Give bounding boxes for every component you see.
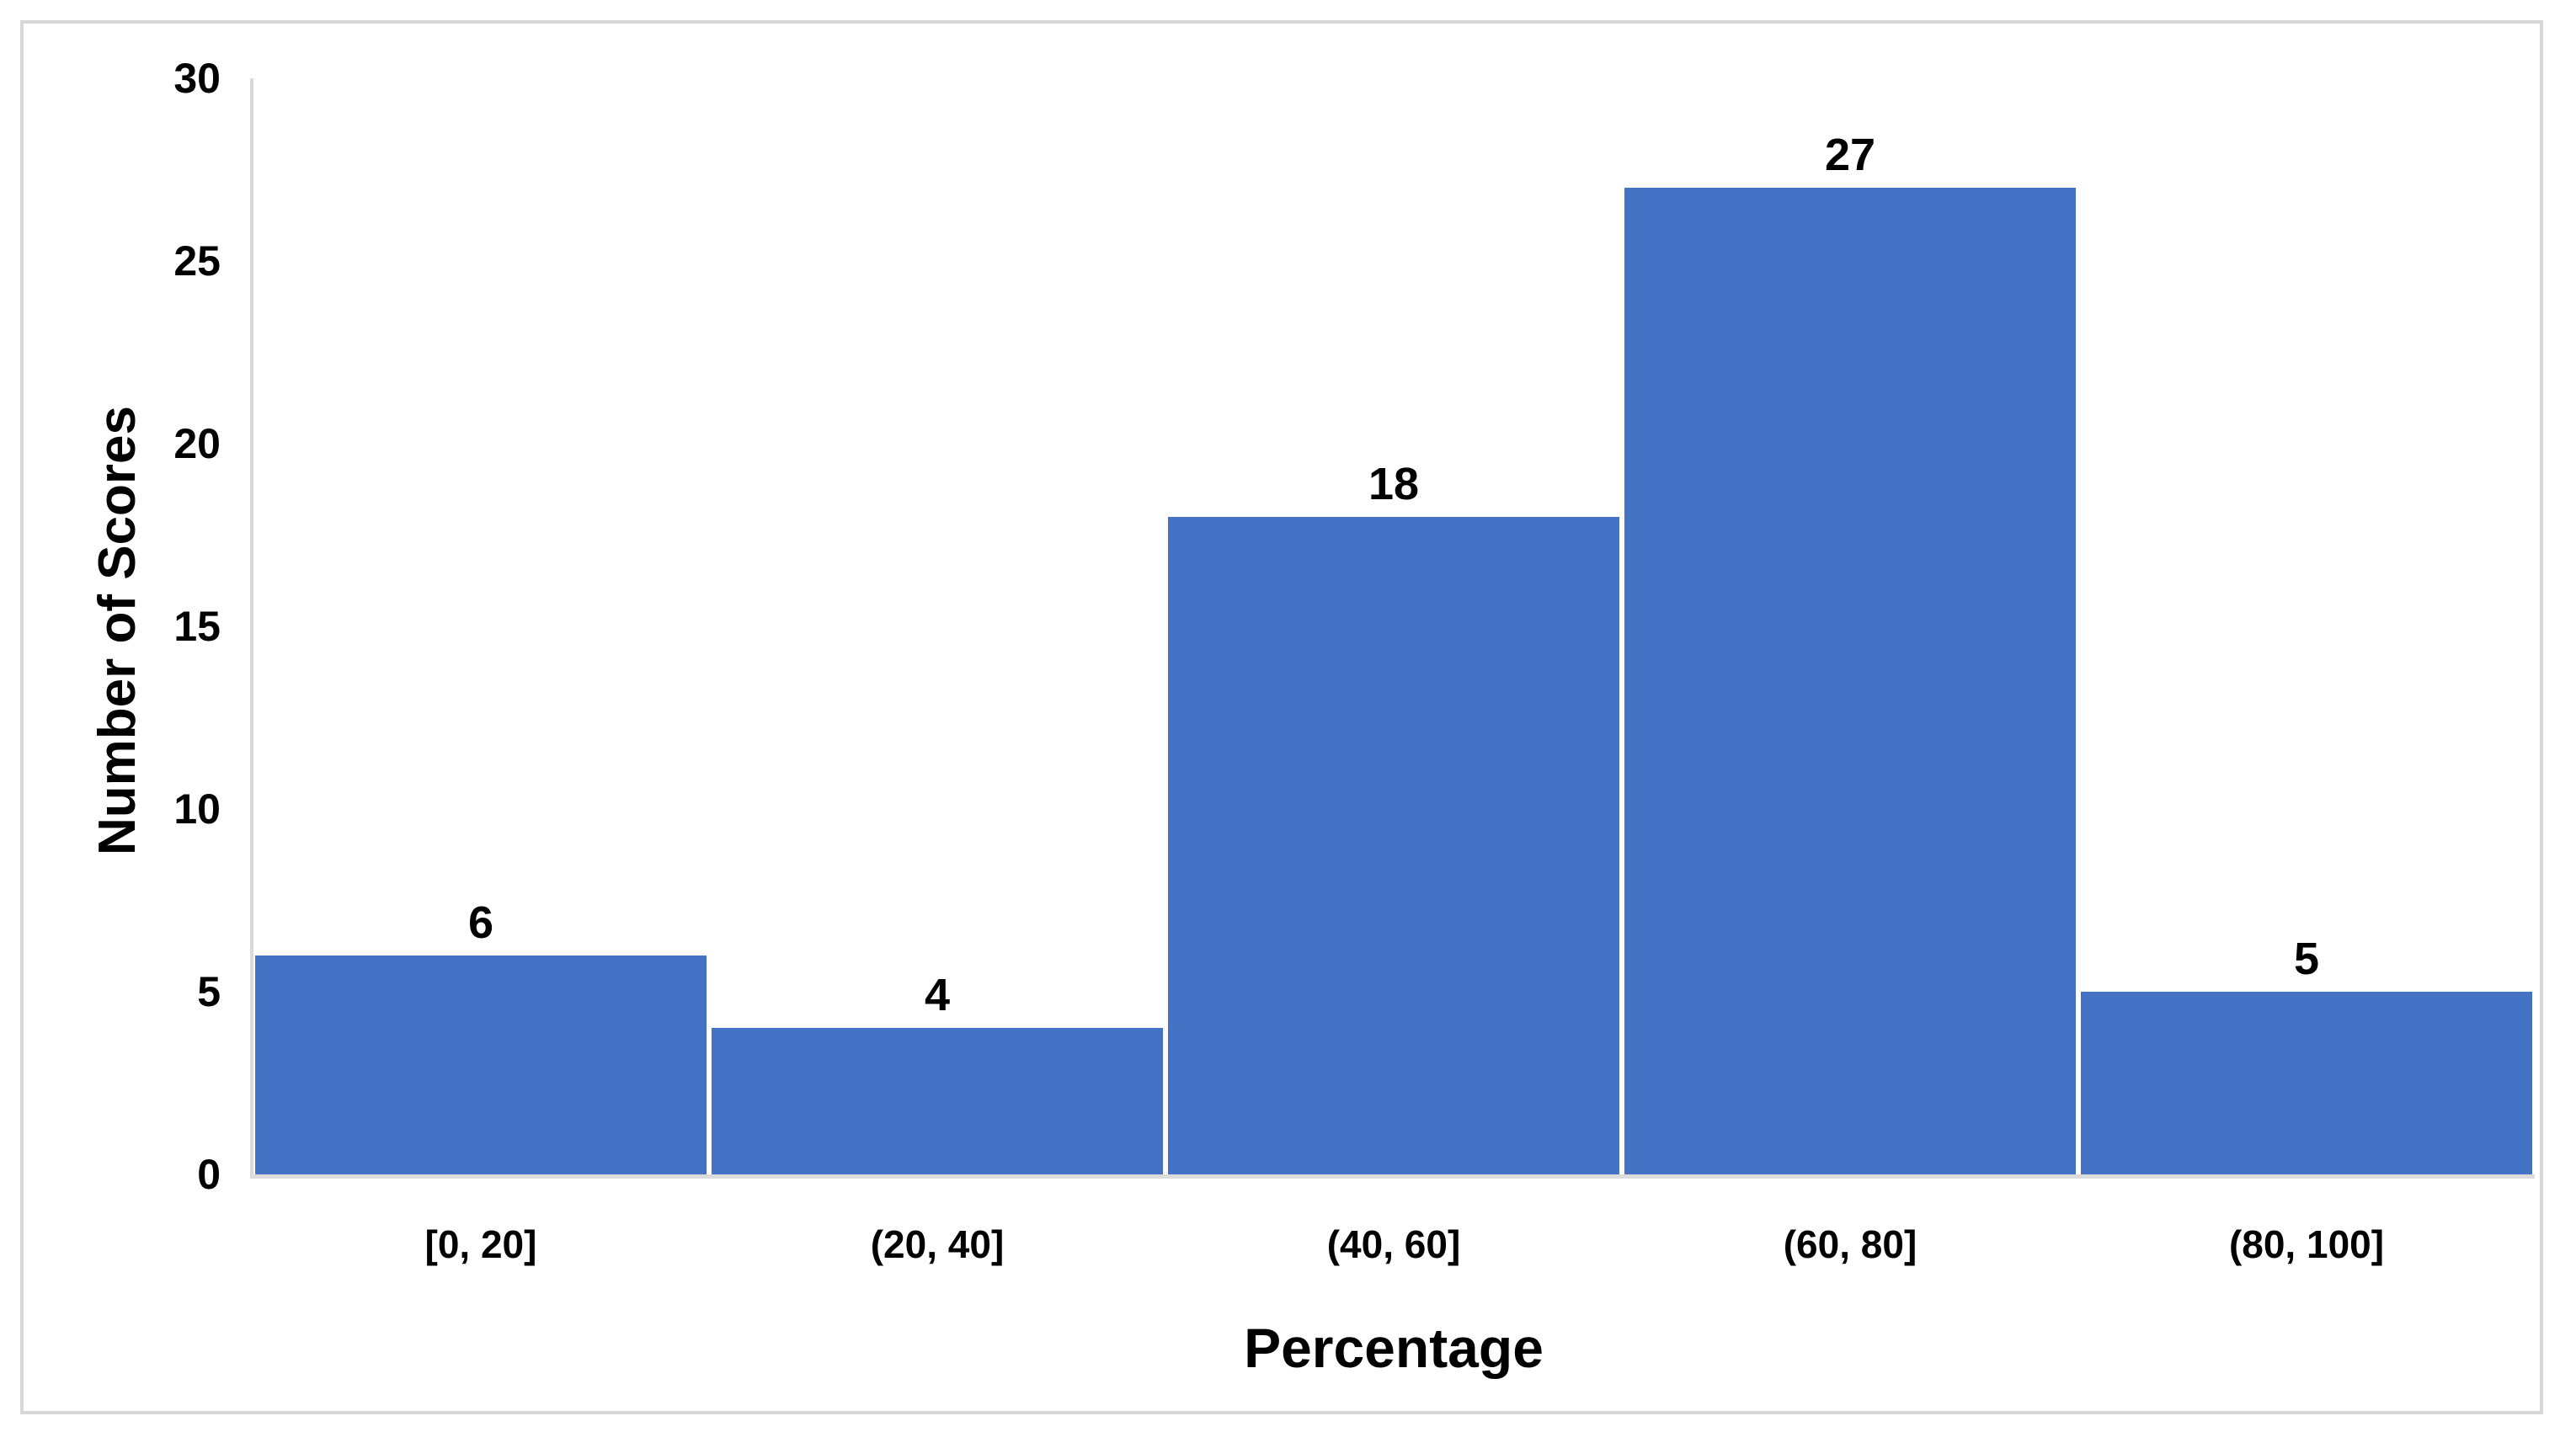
bar-value-label: 27 — [1824, 130, 1876, 181]
bar — [1624, 188, 2076, 1174]
y-tick-label: 0 — [197, 1151, 221, 1198]
bar-value-label: 18 — [1368, 458, 1420, 509]
bar-value-label: 5 — [2293, 934, 2320, 984]
x-tick-label: (60, 80] — [1783, 1222, 1917, 1266]
y-tick-label: 30 — [173, 55, 221, 102]
x-tick-label: (80, 100] — [2228, 1222, 2385, 1266]
bar — [1168, 516, 1619, 1174]
y-tick-label: 15 — [173, 603, 221, 650]
y-tick-label: 10 — [173, 785, 221, 833]
bar — [712, 1028, 1163, 1174]
x-tick-label: [0, 20] — [424, 1222, 537, 1266]
x-tick-label: (20, 40] — [870, 1222, 1005, 1266]
y-axis-line — [250, 78, 253, 1178]
x-tick-label: (40, 60] — [1326, 1222, 1461, 1266]
y-tick-label: 25 — [173, 237, 221, 285]
bar-value-label: 6 — [467, 897, 494, 948]
x-axis-line — [250, 1174, 2535, 1179]
bar — [255, 955, 707, 1174]
y-tick-label: 5 — [197, 968, 221, 1015]
x-axis-title: Percentage — [1244, 1317, 1544, 1379]
bar — [2081, 992, 2532, 1174]
bar-value-label: 4 — [924, 970, 951, 1021]
y-tick-label: 20 — [173, 420, 221, 467]
